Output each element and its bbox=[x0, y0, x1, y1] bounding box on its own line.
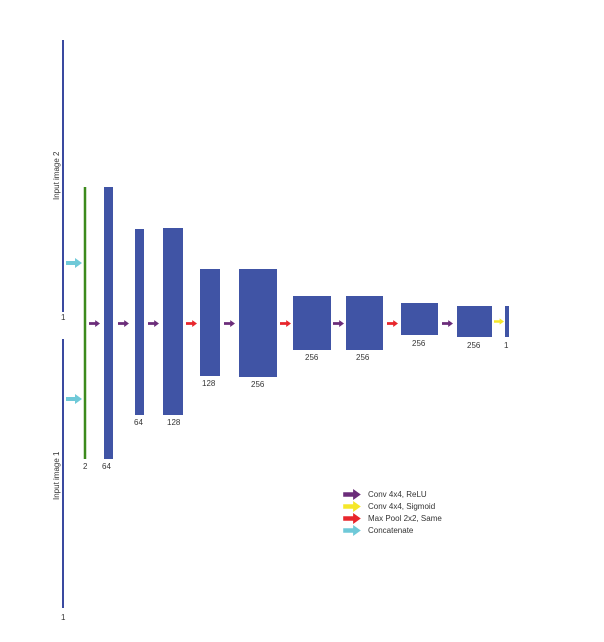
relu-arrow-icon bbox=[343, 489, 361, 500]
concatenated-input-channels: 2 bbox=[83, 462, 88, 471]
layer-1: 64 bbox=[102, 187, 113, 471]
layer-3-block bbox=[163, 228, 183, 415]
legend-item-relu: Conv 4x4, ReLU bbox=[343, 489, 427, 500]
relu-arrow-icon bbox=[442, 320, 453, 327]
sigmoid-arrow-icon bbox=[494, 318, 504, 325]
input-image-2-channels: 1 bbox=[61, 313, 66, 322]
legend-label-concatenate: Concatenate bbox=[368, 526, 414, 535]
maxpool-arrow-icon bbox=[387, 320, 398, 327]
concatenate-arrow-icon bbox=[66, 258, 82, 268]
concatenate-arrow-icon bbox=[343, 525, 361, 536]
layer-5-block bbox=[239, 269, 277, 377]
concatenate-arrow-icon bbox=[66, 394, 82, 404]
input-image-1-channels: 1 bbox=[61, 613, 66, 622]
layer-1-channels: 64 bbox=[102, 462, 111, 471]
input-image-1-label: Input image 1 bbox=[52, 451, 61, 500]
layer-4-channels: 128 bbox=[202, 379, 216, 388]
maxpool-arrow-icon bbox=[186, 320, 197, 327]
concatenated-input: 2 bbox=[83, 187, 88, 471]
legend-label-maxpool: Max Pool 2x2, Same bbox=[368, 514, 442, 523]
layer-8-block bbox=[401, 303, 438, 335]
layer-9: 256 bbox=[457, 306, 492, 350]
layer-7-block bbox=[346, 296, 383, 350]
relu-arrow-icon bbox=[333, 320, 344, 327]
layer-2: 64 bbox=[134, 229, 144, 427]
relu-arrow-icon bbox=[118, 320, 129, 327]
layer-3-channels: 128 bbox=[167, 418, 181, 427]
relu-arrow-icon bbox=[148, 320, 159, 327]
input-image-1: Input image 1 1 bbox=[52, 339, 82, 622]
legend-item-sigmoid: Conv 4x4, Sigmoid bbox=[343, 501, 435, 512]
layer-2-block bbox=[135, 229, 144, 415]
legend-item-maxpool: Max Pool 2x2, Same bbox=[343, 513, 442, 524]
input-image-2-label: Input image 2 bbox=[52, 151, 61, 200]
layer-7-channels: 256 bbox=[356, 353, 370, 362]
relu-arrow-icon bbox=[89, 320, 100, 327]
legend: Conv 4x4, ReLU Conv 4x4, Sigmoid Max Poo… bbox=[343, 489, 442, 536]
layer-8: 256 bbox=[401, 303, 438, 348]
layer-5-channels: 256 bbox=[251, 380, 265, 389]
concat-to-conv-arrow bbox=[89, 320, 100, 327]
layer-4: 128 bbox=[200, 269, 220, 388]
layer-6-block bbox=[293, 296, 331, 350]
maxpool-arrow-icon bbox=[343, 513, 361, 524]
input-image-2: Input image 2 1 bbox=[52, 40, 82, 322]
legend-label-relu: Conv 4x4, ReLU bbox=[368, 490, 427, 499]
layer-10: 1 bbox=[504, 306, 509, 350]
layer-10-channels: 1 bbox=[504, 341, 509, 350]
sigmoid-arrow-icon bbox=[343, 501, 361, 512]
legend-label-sigmoid: Conv 4x4, Sigmoid bbox=[368, 502, 435, 511]
layer-3: 128 bbox=[163, 228, 183, 427]
layer-10-block bbox=[505, 306, 509, 337]
layer-5: 256 bbox=[239, 269, 277, 389]
layer-6-channels: 256 bbox=[305, 353, 319, 362]
layer-6: 256 bbox=[293, 296, 331, 362]
layer-9-block bbox=[457, 306, 492, 337]
layer-7: 256 bbox=[346, 296, 383, 362]
layer-8-channels: 256 bbox=[412, 339, 426, 348]
layer-1-block bbox=[104, 187, 113, 459]
maxpool-arrow-icon bbox=[280, 320, 291, 327]
relu-arrow-icon bbox=[224, 320, 235, 327]
layer-2-channels: 64 bbox=[134, 418, 143, 427]
layer-4-block bbox=[200, 269, 220, 376]
layer-9-channels: 256 bbox=[467, 341, 481, 350]
legend-item-concatenate: Concatenate bbox=[343, 525, 414, 536]
